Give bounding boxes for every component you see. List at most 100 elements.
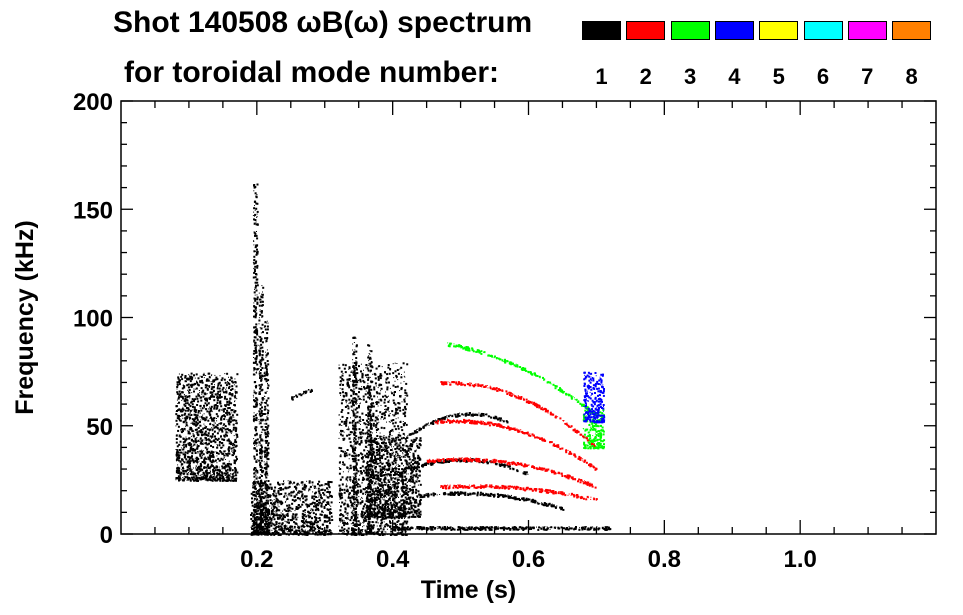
spectral-point (234, 401, 235, 403)
spectral-point (201, 468, 204, 471)
spectral-point (266, 373, 269, 376)
spectral-point (204, 386, 207, 389)
spectral-point (190, 414, 193, 416)
spectral-point (270, 512, 273, 515)
spectral-point (207, 467, 210, 469)
spectral-point (222, 477, 225, 480)
spectral-point (354, 515, 357, 518)
spectral-point (195, 466, 197, 468)
spectral-point (311, 509, 314, 512)
spectral-point (195, 424, 197, 427)
spectral-point (184, 455, 187, 458)
spectral-point (362, 395, 365, 398)
spectral-point (212, 417, 215, 420)
spectral-point (363, 422, 366, 425)
spectral-point (194, 438, 197, 440)
spectral-point (264, 377, 267, 380)
spectral-point (386, 512, 389, 515)
spectral-point (218, 394, 221, 397)
spectral-point (266, 403, 268, 405)
spectral-point (191, 455, 193, 458)
spectral-point (278, 514, 281, 517)
spectral-point (236, 413, 239, 416)
spectral-point (181, 392, 183, 394)
spectral-point (211, 428, 214, 431)
spectral-point (202, 477, 205, 480)
spectral-point (354, 349, 356, 351)
spectral-point (309, 503, 312, 506)
spectral-point (381, 442, 383, 444)
spectral-point (255, 475, 257, 477)
spectral-point (298, 526, 300, 529)
spectral-point (264, 426, 267, 428)
spectral-point (342, 450, 345, 453)
spectral-point (328, 529, 330, 531)
spectral-point (216, 455, 218, 457)
spectral-point (339, 455, 342, 458)
spectral-point (301, 493, 304, 496)
spectral-point (340, 382, 342, 384)
spectral-point (226, 403, 229, 406)
spectral-point (345, 422, 348, 425)
spectral-point (216, 451, 219, 454)
spectral-point (284, 494, 286, 496)
spectral-point (347, 527, 350, 530)
spectral-point (343, 398, 345, 400)
spectral-point (183, 427, 186, 430)
spectral-point (257, 490, 260, 493)
spectral-point (184, 402, 187, 405)
spectral-point (360, 533, 363, 536)
spectral-point (259, 508, 262, 511)
spectral-point (195, 472, 197, 474)
spectral-point (226, 476, 229, 479)
spectral-point (398, 402, 401, 405)
spectral-point (260, 531, 263, 534)
spectral-point (257, 482, 260, 485)
spectral-point (372, 405, 375, 408)
spectral-point (300, 496, 302, 498)
spectral-point (276, 512, 278, 514)
spectral-point (184, 454, 187, 457)
spectral-point (362, 398, 365, 401)
spectral-point (284, 520, 286, 522)
spectral-point (197, 433, 200, 436)
spectral-point (361, 500, 364, 503)
spectral-point (218, 466, 220, 468)
spectral-point (263, 530, 265, 532)
spectral-point (270, 486, 273, 489)
spectral-point (348, 402, 350, 404)
spectral-point (266, 449, 268, 452)
spectral-point (211, 385, 213, 387)
spectral-point (253, 231, 255, 233)
spectral-point (353, 473, 355, 475)
spectral-point (344, 522, 347, 525)
spectral-point (183, 475, 185, 477)
spectral-point (356, 523, 359, 526)
spectral-point (191, 476, 193, 479)
spectral-point (206, 400, 208, 402)
spectral-point (255, 355, 258, 358)
spectral-point (257, 505, 260, 508)
spectral-point (371, 496, 372, 498)
spectral-point (386, 482, 388, 484)
spectral-point (318, 521, 320, 523)
spectral-point (355, 507, 357, 510)
spectral-point (232, 442, 235, 445)
spectral-point (267, 322, 269, 324)
spectral-point (186, 384, 189, 387)
spectral-point (273, 524, 276, 527)
spectral-point (286, 525, 288, 527)
spectral-feature-mode-1-spike (352, 336, 358, 536)
spectral-point (188, 456, 191, 459)
spectral-point (311, 523, 314, 526)
spectral-point (372, 526, 375, 529)
spectral-point (291, 491, 294, 494)
spectral-point (261, 428, 264, 431)
spectral-point (379, 373, 382, 376)
spectral-point (367, 474, 369, 477)
spectral-point (184, 380, 187, 383)
spectral-point (372, 474, 375, 477)
spectral-point (261, 341, 264, 344)
spectral-point (352, 412, 355, 415)
spectral-point (191, 430, 194, 433)
